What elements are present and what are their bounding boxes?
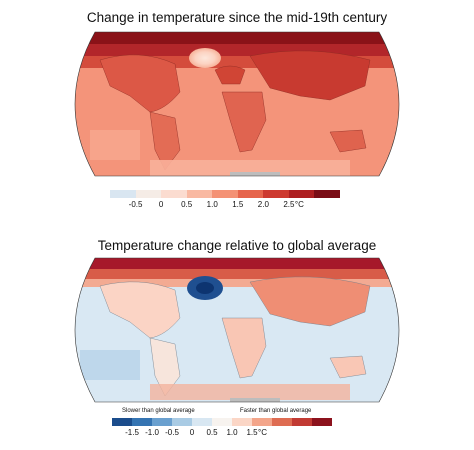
colorbar-tick-label: 2.0 [257, 200, 269, 209]
colorbar-tick-label: 0 [189, 428, 195, 437]
colorbar-tick-label: -0.5 [165, 428, 179, 437]
colorbar-swatch [192, 418, 212, 426]
colorbar-relative: -1.5 -1.0 -0.5 0 0.5 1.0 1.5 °C Slower than glob… [112, 408, 352, 440]
colorbar-absolute: -0.5 0 0.5 1.0 1.5 2.0 2.5 °C [110, 190, 341, 212]
colorbar-tick-label: 2.5 [283, 200, 295, 209]
colorbar-tick-label: -1.0 [145, 428, 159, 437]
colorbar-swatch [110, 190, 136, 198]
colorbar-tick-label: 1.0 [206, 200, 218, 209]
colorbar-unit: °C [258, 428, 267, 437]
colorbar-tick-label: 1.5 [246, 428, 258, 437]
colorbar-caption-faster: Faster than global average [240, 408, 312, 414]
colorbar-tick-label: 0.5 [206, 428, 218, 437]
colorbar-swatch [212, 418, 232, 426]
colorbar-swatch [161, 190, 188, 198]
colorbar-unit: °C [294, 200, 304, 209]
colorbar-swatch [312, 418, 332, 426]
colorbar-tick-label: 1.5 [232, 200, 244, 209]
colorbar-swatch [272, 418, 292, 426]
colorbar-swatch [232, 418, 252, 426]
colorbar-swatch [132, 418, 152, 426]
colorbar-swatch [112, 418, 132, 426]
colorbar-tick-label: -0.5 [128, 200, 143, 209]
colorbar-swatch [186, 190, 213, 198]
colorbar-swatch [135, 190, 162, 198]
colorbar-swatch [292, 418, 312, 426]
colorbar-swatch [252, 418, 272, 426]
colorbar-caption-slower: Slower than global average [122, 408, 195, 414]
colorbar-swatch [288, 190, 315, 198]
colorbar-tick-label: -1.5 [125, 428, 139, 437]
colorbar-tick-label: 0 [158, 200, 164, 209]
map-title-relative: Temperature change relative to global av… [97, 238, 377, 253]
colorbar-swatch [172, 418, 192, 426]
colorbar-swatch [263, 190, 290, 198]
colorbar-swatch [212, 190, 239, 198]
colorbar-tick-label: 0.5 [181, 200, 193, 209]
colorbar-tick-label: 1.0 [226, 428, 238, 437]
colorbar-swatch [237, 190, 264, 198]
colorbar-swatch [152, 418, 172, 426]
colorbar-swatch [314, 190, 341, 198]
map-title-absolute: Change in temperature since the mid-19th… [86, 10, 388, 25]
